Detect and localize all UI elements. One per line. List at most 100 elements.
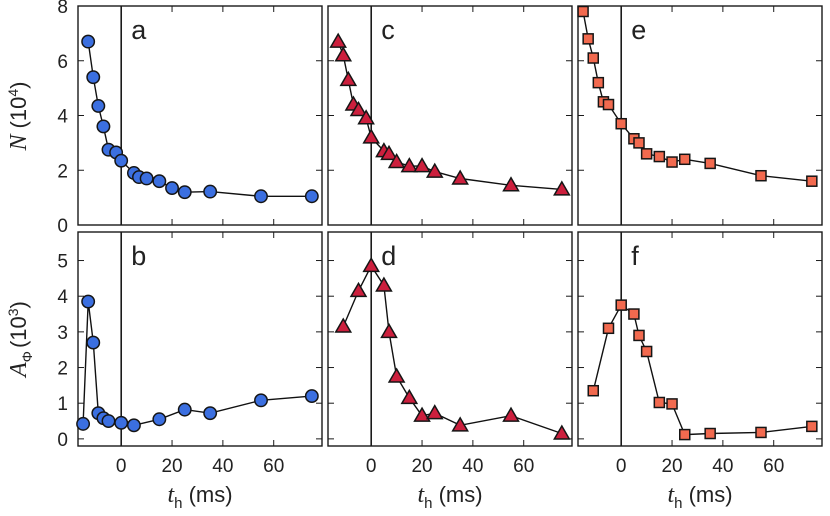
data-point bbox=[577, 5, 589, 18]
data-point bbox=[615, 117, 627, 130]
data-point bbox=[640, 345, 653, 358]
panel-e-frame bbox=[577, 5, 823, 226]
data-point bbox=[666, 398, 678, 410]
panel-label: c bbox=[381, 15, 395, 45]
data-point bbox=[628, 308, 640, 320]
data-point bbox=[304, 389, 319, 404]
panel-a: 0 2 4 6 8 a bbox=[57, 0, 323, 237]
data-point bbox=[114, 415, 129, 430]
panel-d: 0 20 40 60 d bbox=[327, 231, 573, 477]
data-point bbox=[587, 384, 599, 397]
x-axis-label-b: th (ms) bbox=[167, 482, 232, 512]
x-tick-label: 20 bbox=[411, 456, 432, 477]
data-point bbox=[553, 180, 571, 196]
y-tick-label: 8 bbox=[57, 0, 68, 18]
panel-label: b bbox=[131, 241, 146, 271]
panel-f: 0 20 40 60 f bbox=[577, 231, 823, 477]
data-point bbox=[349, 101, 368, 117]
data-point bbox=[81, 294, 96, 309]
data-point bbox=[362, 256, 381, 273]
y-axis-label-top: N(104) bbox=[5, 82, 32, 152]
data-point bbox=[502, 176, 520, 192]
panel-b: 0 1 2 3 4 5 0 20 40 60 b bbox=[57, 231, 323, 477]
data-point bbox=[633, 137, 645, 149]
series-line-f bbox=[592, 304, 812, 436]
panel-label: f bbox=[631, 241, 639, 271]
x-tick-label: 40 bbox=[712, 456, 733, 477]
panel-label: d bbox=[381, 241, 396, 271]
x-tick-label: 0 bbox=[616, 456, 627, 477]
x-tick-label: 0 bbox=[116, 456, 127, 477]
x-tick-label: 60 bbox=[263, 456, 284, 477]
data-point bbox=[806, 175, 818, 187]
data-point bbox=[666, 156, 678, 168]
y-tick-label: 5 bbox=[57, 252, 68, 273]
data-point bbox=[357, 109, 375, 125]
data-point bbox=[329, 32, 347, 48]
data-point bbox=[96, 119, 111, 134]
panel-b-frame bbox=[77, 231, 323, 447]
data-point bbox=[679, 153, 691, 166]
data-point bbox=[806, 420, 818, 433]
data-point bbox=[602, 322, 615, 335]
data-point bbox=[582, 33, 594, 45]
y-tick-label: 4 bbox=[57, 287, 68, 308]
x-tick-label: 20 bbox=[161, 456, 182, 477]
data-point bbox=[203, 184, 218, 199]
data-point bbox=[413, 157, 431, 173]
data-point bbox=[502, 406, 520, 422]
data-point bbox=[380, 322, 398, 339]
data-point bbox=[81, 34, 96, 49]
data-point bbox=[704, 427, 716, 440]
data-point bbox=[413, 406, 431, 422]
series-line-e bbox=[582, 11, 812, 182]
y-tick-label: 0 bbox=[57, 216, 68, 237]
x-tick-label: 60 bbox=[763, 456, 784, 477]
x-tick-label: 60 bbox=[513, 456, 534, 477]
y-tick-label: 6 bbox=[57, 52, 68, 73]
data-point bbox=[91, 98, 106, 113]
data-point bbox=[387, 153, 406, 169]
data-point bbox=[126, 418, 141, 433]
data-point bbox=[451, 169, 469, 185]
panel-f-frame bbox=[577, 231, 823, 447]
data-point bbox=[349, 281, 368, 298]
data-point bbox=[755, 169, 767, 182]
data-point bbox=[375, 276, 393, 292]
y-tick-label: 3 bbox=[57, 323, 68, 344]
data-point bbox=[592, 76, 605, 89]
data-point bbox=[387, 367, 406, 383]
data-point bbox=[76, 416, 91, 431]
data-point bbox=[633, 329, 645, 342]
data-point bbox=[203, 406, 218, 421]
data-point bbox=[400, 157, 419, 173]
data-point bbox=[451, 416, 469, 432]
y-tick-label: 1 bbox=[57, 394, 68, 415]
panel-label: a bbox=[131, 15, 147, 45]
panel-label: e bbox=[631, 15, 646, 45]
data-point bbox=[86, 335, 101, 350]
data-point bbox=[177, 185, 192, 200]
data-point bbox=[615, 299, 627, 311]
data-point bbox=[334, 46, 353, 62]
data-point bbox=[139, 171, 154, 186]
y-tick-label: 4 bbox=[57, 107, 68, 128]
data-point bbox=[334, 317, 353, 333]
y-tick-label: 0 bbox=[57, 430, 68, 451]
data-point bbox=[114, 153, 129, 168]
series-line-b bbox=[82, 301, 312, 427]
y-tick-label: 2 bbox=[57, 161, 68, 182]
data-point bbox=[587, 52, 599, 64]
data-point bbox=[380, 144, 398, 161]
data-point bbox=[679, 428, 691, 441]
data-point bbox=[152, 412, 167, 427]
data-point bbox=[362, 128, 381, 144]
data-point bbox=[254, 393, 268, 408]
data-point bbox=[86, 70, 101, 85]
data-point bbox=[101, 414, 116, 428]
data-point bbox=[640, 148, 653, 160]
data-point bbox=[152, 174, 167, 189]
panel-e: e bbox=[577, 5, 823, 226]
data-point bbox=[165, 181, 179, 195]
